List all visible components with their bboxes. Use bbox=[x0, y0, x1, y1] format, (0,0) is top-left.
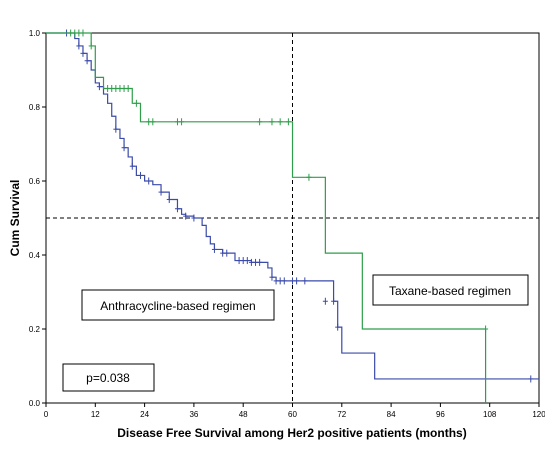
censor-mark-taxane bbox=[88, 42, 94, 50]
censor-mark-anthracycline bbox=[183, 212, 189, 220]
censor-mark-taxane bbox=[285, 118, 291, 126]
x-tick-label: 48 bbox=[239, 410, 248, 419]
y-tick-label: 0.0 bbox=[29, 399, 41, 408]
x-tick-label: 96 bbox=[436, 410, 445, 419]
series-line-taxane bbox=[46, 32, 487, 403]
censor-mark-anthracycline bbox=[96, 83, 102, 91]
censor-mark-anthracycline bbox=[84, 57, 90, 65]
censor-mark-anthracycline bbox=[244, 257, 250, 265]
censor-mark-anthracycline bbox=[137, 171, 143, 179]
p-value-label: p=0.038 bbox=[86, 371, 130, 385]
censor-mark-taxane bbox=[125, 85, 131, 92]
reference-lines bbox=[46, 33, 539, 403]
y-tick-label: 0.6 bbox=[29, 177, 41, 186]
y-axis-title: Cum Survival bbox=[8, 180, 22, 257]
x-tick-label: 0 bbox=[44, 410, 49, 419]
taxane-label: Taxane-based regimen bbox=[389, 284, 511, 298]
x-tick-label: 108 bbox=[483, 410, 497, 419]
series-layer bbox=[46, 29, 539, 403]
censor-mark-anthracycline bbox=[191, 214, 197, 222]
censor-mark-anthracycline bbox=[80, 49, 86, 57]
censor-mark-taxane bbox=[80, 29, 86, 37]
y-tick-label: 0.8 bbox=[29, 103, 41, 112]
x-tick-label: 120 bbox=[532, 410, 545, 419]
censor-mark-anthracycline bbox=[257, 258, 263, 266]
censor-mark-anthracycline bbox=[269, 273, 275, 281]
censor-mark-anthracycline bbox=[335, 323, 341, 331]
censor-mark-anthracycline bbox=[113, 125, 119, 133]
censor-mark-anthracycline bbox=[76, 42, 82, 50]
axes: 0 12 24 36 48 60 72 84 96 108 120 0.0 0.2 0.4 0.6 0.8 1.… bbox=[29, 29, 545, 419]
censor-mark-taxane bbox=[179, 118, 185, 126]
p-value-box: p=0.038 bbox=[62, 363, 155, 392]
anthracycline-label: Anthracycline-based regimen bbox=[100, 299, 255, 313]
censor-mark-taxane bbox=[269, 118, 275, 126]
censor-mark-taxane bbox=[133, 99, 139, 107]
censor-mark-anthracycline bbox=[281, 277, 287, 285]
x-tick-label: 72 bbox=[337, 410, 346, 419]
x-tick-label: 12 bbox=[91, 410, 100, 419]
censor-mark-anthracycline bbox=[528, 375, 534, 383]
censor-mark-anthracycline bbox=[129, 162, 135, 170]
x-tick-label: 24 bbox=[140, 410, 149, 419]
censor-mark-anthracycline bbox=[294, 277, 300, 285]
y-tick-label: 0.2 bbox=[29, 325, 41, 334]
legend-box-anthracycline: Anthracycline-based regimen bbox=[81, 289, 275, 321]
censor-mark-taxane bbox=[257, 118, 263, 126]
censor-mark-anthracycline bbox=[121, 144, 127, 152]
censor-mark-taxane bbox=[277, 118, 283, 126]
censor-mark-anthracycline bbox=[158, 188, 164, 196]
censor-mark-anthracycline bbox=[146, 177, 152, 185]
x-axis-title: Disease Free Survival among Her2 positiv… bbox=[117, 426, 466, 440]
censor-mark-anthracycline bbox=[174, 205, 180, 213]
x-tick-label: 36 bbox=[189, 410, 198, 419]
censor-mark-anthracycline bbox=[331, 297, 337, 305]
censor-mark-taxane bbox=[306, 173, 312, 181]
censor-mark-anthracycline bbox=[322, 297, 328, 305]
censor-mark-anthracycline bbox=[211, 245, 217, 253]
y-tick-label: 1.0 bbox=[29, 29, 41, 38]
censor-mark-anthracycline bbox=[302, 277, 308, 285]
censor-mark-taxane bbox=[483, 325, 489, 333]
x-tick-label: 60 bbox=[288, 410, 297, 419]
y-tick-label: 0.4 bbox=[29, 251, 41, 260]
x-tick-label: 84 bbox=[387, 410, 396, 419]
censor-mark-taxane bbox=[150, 118, 156, 126]
legend-box-taxane: Taxane-based regimen bbox=[372, 274, 529, 306]
censor-mark-anthracycline bbox=[224, 249, 230, 257]
censor-mark-anthracycline bbox=[166, 196, 172, 203]
